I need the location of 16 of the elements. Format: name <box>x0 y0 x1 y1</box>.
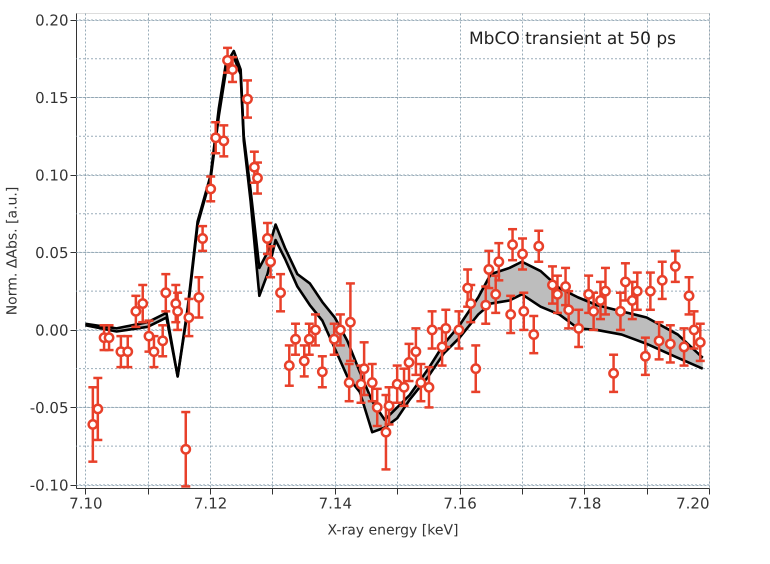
y-axis-title: Norm. ΔAbs. [a.u.] <box>4 186 21 316</box>
y-tick-label: -0.10 <box>30 476 68 494</box>
y-tick-label: 0.10 <box>35 166 68 184</box>
y-tick-label: 0.15 <box>35 88 68 107</box>
y-tick-label: 0.20 <box>35 11 68 30</box>
x-axis-title: X-ray energy [keV] <box>328 522 458 538</box>
x-tick-label: 7.12 <box>194 494 228 512</box>
y-tick-label: -0.05 <box>30 398 68 417</box>
x-tick-label: 7.18 <box>568 494 602 512</box>
x-tick-label: 7.10 <box>69 494 103 512</box>
x-tick-label: 7.20 <box>676 494 710 512</box>
y-tick-label: 0.05 <box>35 244 68 262</box>
x-tick-label: 7.16 <box>443 494 477 512</box>
annotation: MbCO transient at 50 ps <box>468 29 676 49</box>
x-tick-label: 7.14 <box>318 494 352 512</box>
y-tick-label: 0.00 <box>35 321 68 340</box>
